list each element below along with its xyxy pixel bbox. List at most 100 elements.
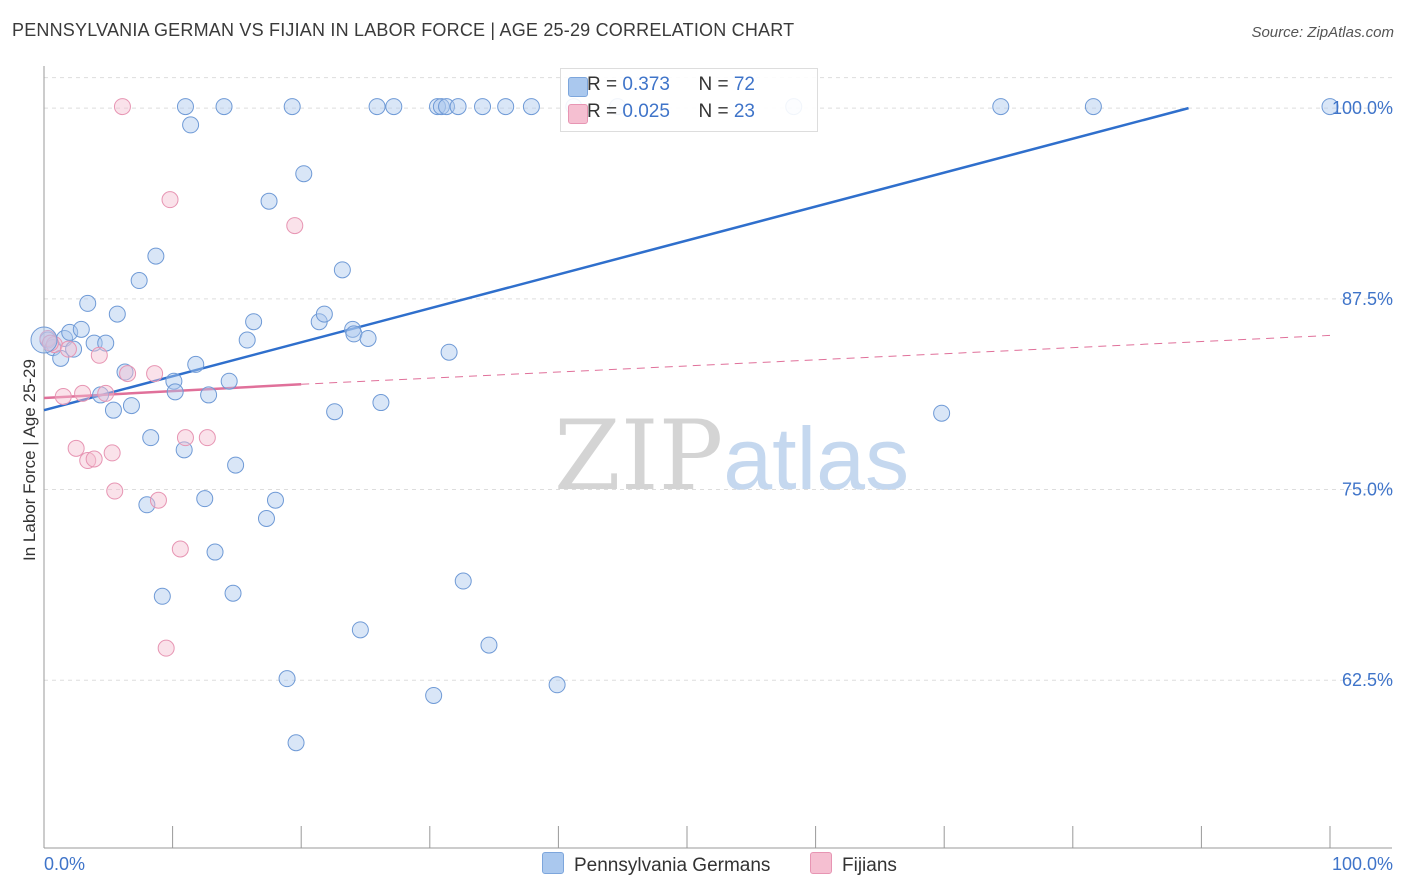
fijian-point: [149, 491, 167, 509]
pennsylvania-german-point: [165, 372, 183, 390]
stats-row-pennsylvania-germans: R = 0.373 N = 72: [568, 74, 755, 98]
pennsylvania-german-point: [1084, 98, 1102, 116]
fijian-point: [54, 387, 72, 405]
pennsylvania-german-point: [295, 165, 313, 183]
blue-swatch: [568, 77, 588, 97]
pennsylvania-german-point: [104, 401, 122, 419]
pennsylvania-german-point: [432, 98, 450, 116]
pennsylvania-german-point: [238, 331, 256, 349]
pennsylvania-german-point: [1321, 98, 1339, 116]
pennsylvania-german-point: [992, 98, 1010, 116]
pennsylvania-german-point: [220, 372, 238, 390]
pennsylvania-german-point: [215, 98, 233, 116]
fijian-trendline-extension: [301, 334, 1331, 385]
fijian-point: [171, 540, 189, 558]
pennsylvania-german-point: [497, 98, 515, 116]
r-label: R =: [587, 101, 623, 122]
pennsylvania-german-point: [79, 294, 97, 312]
fijian-point: [97, 384, 115, 402]
pennsylvania-german-point: [440, 343, 458, 361]
pennsylvania-german-point: [182, 116, 200, 134]
pennsylvania-german-point: [429, 98, 447, 116]
fijian-point: [176, 429, 194, 447]
trend-lines: [43, 106, 1331, 412]
pennsylvania-german-point: [245, 313, 263, 331]
n-label: N =: [698, 74, 734, 95]
pennsylvania-german-point: [548, 676, 566, 694]
fijian-point: [59, 340, 77, 358]
n-value: 23: [733, 101, 755, 122]
r-label: R =: [587, 74, 623, 95]
data-points: [30, 98, 1339, 752]
x-tick-label: 0.0%: [44, 854, 85, 874]
y-tick-label: 87.5%: [1342, 289, 1393, 309]
pennsylvania-german-point: [166, 383, 184, 401]
fijian-point: [119, 365, 137, 383]
pennsylvania-german-point: [449, 98, 467, 116]
y-tick-label: 75.0%: [1342, 480, 1393, 500]
stats-legend: R = 0.373 N = 72 R = 0.025 N = 23: [560, 68, 818, 132]
grid: [44, 77, 1392, 681]
legend-label: Fijians: [842, 855, 897, 876]
pink-swatch: [810, 852, 832, 874]
pennsylvania-german-point: [385, 98, 403, 116]
pennsylvania-german-point: [345, 325, 363, 343]
pennsylvania-german-point: [438, 98, 456, 116]
pennsylvania-german-point: [372, 394, 390, 412]
y-axis-label: In Labor Force | Age 25-29: [20, 359, 39, 561]
pennsylvania-german-point: [142, 429, 160, 447]
y-tick-label: 100.0%: [1332, 98, 1393, 118]
pennsylvania-german-point: [175, 441, 193, 459]
n-value: 72: [733, 74, 755, 95]
pennsylvania-german-point: [122, 397, 140, 415]
pennsylvania-german-point: [227, 456, 245, 474]
pennsylvania-german-point: [196, 490, 214, 508]
r-value: 0.025: [622, 101, 670, 122]
pennsylvania-german-point: [72, 320, 90, 338]
fijian-point: [113, 98, 131, 116]
pennsylvania-german-point: [359, 329, 377, 347]
pennsylvania-german-point: [933, 404, 951, 422]
pennsylvania-german-point: [260, 192, 278, 210]
watermark: ZIPatlas: [554, 400, 909, 512]
pennsylvania-german-point: [130, 272, 148, 290]
fijian-point: [106, 482, 124, 500]
source-label: Source: ZipAtlas.com: [1251, 24, 1394, 41]
pennsylvania-german-point: [108, 305, 126, 323]
pennsylvania-german-point: [283, 98, 301, 116]
fijian-point: [198, 429, 216, 447]
pennsylvania-german-point: [333, 261, 351, 279]
pennsylvania-german-trendline: [43, 106, 1189, 412]
fijian-point: [79, 452, 97, 470]
stats-row-fijians: R = 0.025 N = 23: [568, 101, 755, 125]
blue-swatch: [542, 852, 564, 874]
legend-item-pennsylvania-germans: Pennsylvania Germans: [542, 852, 770, 877]
watermark-zip: ZIP: [554, 400, 724, 512]
fijian-point: [67, 439, 85, 457]
pennsylvania-german-point: [315, 305, 333, 323]
fijian-point: [161, 191, 179, 209]
pennsylvania-german-point: [454, 572, 472, 590]
legend-item-fijians: Fijians: [810, 852, 897, 877]
pennsylvania-german-point: [116, 363, 134, 381]
x-tick-label: 100.0%: [1332, 854, 1393, 874]
legend-label: Pennsylvania Germans: [574, 855, 771, 876]
r-value: 0.373: [622, 74, 670, 95]
pennsylvania-german-point: [474, 98, 492, 116]
pennsylvania-german-point: [425, 686, 443, 704]
pink-swatch: [568, 104, 588, 124]
chart-title: PENNSYLVANIA GERMAN VS FIJIAN IN LABOR F…: [12, 20, 795, 40]
watermark-atlas: atlas: [723, 409, 910, 508]
fijian-trendline: [43, 383, 302, 400]
pennsylvania-german-point: [147, 247, 165, 265]
fijian-point: [90, 346, 108, 364]
fijian-point: [74, 384, 92, 402]
pennsylvania-german-point: [224, 584, 242, 602]
fijian-point: [146, 365, 164, 383]
pennsylvania-german-point: [176, 98, 194, 116]
pennsylvania-german-point: [522, 98, 540, 116]
pennsylvania-german-point: [257, 509, 275, 527]
fijian-point: [103, 444, 121, 462]
pennsylvania-german-point: [326, 403, 344, 421]
pennsylvania-german-point: [65, 340, 83, 358]
